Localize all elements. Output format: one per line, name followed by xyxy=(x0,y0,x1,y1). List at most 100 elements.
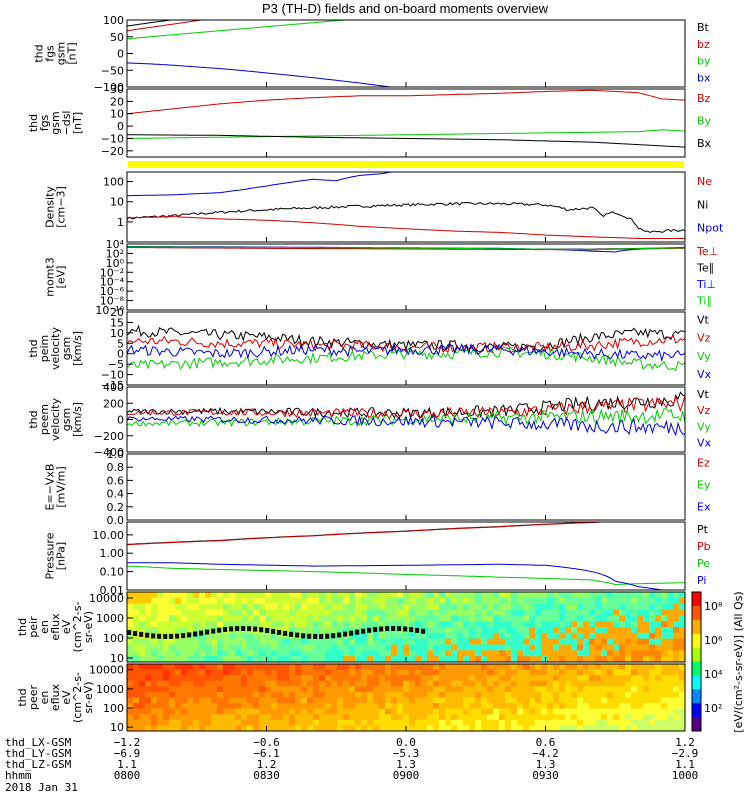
spectrogram-cell xyxy=(577,691,584,698)
spectrogram-cell xyxy=(163,621,170,628)
spectrogram-cell xyxy=(457,675,464,682)
spectrogram-cell xyxy=(355,697,362,704)
series-line-blue xyxy=(126,342,686,363)
spectrogram-cell xyxy=(361,638,368,645)
spectrogram-cell xyxy=(517,644,524,651)
spectrogram-cell xyxy=(169,719,176,726)
spectrogram-cell xyxy=(589,644,596,651)
spectrogram-cell xyxy=(583,714,590,721)
spectrogram-cell xyxy=(277,650,284,657)
spectrogram-cell xyxy=(139,603,146,610)
spectrogram-cell xyxy=(439,644,446,651)
panel-frame xyxy=(126,171,686,243)
spectrogram-cell xyxy=(655,627,662,634)
y-axis-label: Density[cm−3] xyxy=(44,186,68,228)
footer-value: 0830 xyxy=(253,769,280,782)
spectrogram-cell xyxy=(247,638,254,645)
spectrogram-cell xyxy=(589,680,596,687)
spectrogram-cell xyxy=(193,680,200,687)
spectrogram-cell xyxy=(205,714,212,721)
spectrogram-cell xyxy=(505,597,512,605)
spectrogram-cell xyxy=(301,621,308,628)
spectrogram-cell xyxy=(337,664,344,670)
spectrogram-cell xyxy=(433,638,440,645)
spectrogram-cell xyxy=(481,691,488,698)
spectrogram-cell xyxy=(637,719,644,726)
spectrogram-cell xyxy=(217,691,224,698)
spectrogram-cell xyxy=(505,703,512,710)
spectrogram-cell xyxy=(427,609,434,616)
spectrogram-cell xyxy=(157,592,164,599)
spectrogram-cell xyxy=(187,691,194,698)
spectrogram-cell xyxy=(439,603,446,610)
spectrogram-cell xyxy=(625,615,632,622)
spectrogram-cell xyxy=(583,669,590,676)
y-tick-label: 1.0 xyxy=(107,448,125,461)
spectrogram-cell xyxy=(535,686,542,693)
spectrogram-cell xyxy=(637,656,644,663)
spectrogram-cell xyxy=(373,638,380,645)
spectrogram-cell xyxy=(271,680,278,687)
spectrogram-cell xyxy=(319,597,326,605)
spectrogram-cell xyxy=(553,609,560,616)
spectrogram-cell xyxy=(649,609,656,616)
spectrogram-cell xyxy=(241,650,248,657)
spectrogram-cell xyxy=(319,675,326,682)
y-axis-label: momt3[eV] xyxy=(44,257,68,296)
spectrogram-cell xyxy=(181,697,188,704)
spectrogram-cell xyxy=(379,686,386,693)
spectrogram-cell xyxy=(319,609,326,616)
spectrogram-cell xyxy=(271,615,278,622)
spectrogram-cell xyxy=(175,621,182,628)
spectrogram-cell xyxy=(193,603,200,610)
spectrogram-cell xyxy=(571,708,578,715)
spectrogram-cell xyxy=(637,597,644,605)
spectrogram-cell xyxy=(421,638,428,645)
spectrogram-cell xyxy=(253,691,260,698)
spectrogram-cell xyxy=(241,714,248,721)
spectrogram-cell xyxy=(193,615,200,622)
spectrogram-cell xyxy=(643,644,650,651)
spectrogram-cell xyxy=(331,650,338,657)
spectrogram-cell xyxy=(619,632,626,640)
spectrogram-cell xyxy=(571,644,578,651)
spectrogram-cell xyxy=(139,703,146,710)
y-tick-label: 10 xyxy=(110,196,124,209)
spectrogram-cell xyxy=(565,703,572,710)
spectrogram-cell xyxy=(133,714,140,721)
spectrogram-cell xyxy=(397,656,404,663)
spectrogram-cell xyxy=(625,644,632,651)
spectrogram-cell xyxy=(175,627,182,634)
spectrogram-cell xyxy=(661,714,668,721)
spectrogram-cell xyxy=(289,703,296,710)
spectrogram-cell xyxy=(379,725,386,732)
spectrogram-cell xyxy=(457,680,464,687)
spectrogram-cell xyxy=(649,632,656,640)
spectrogram-cell xyxy=(271,656,278,663)
y-tick-label: 0.2 xyxy=(107,501,125,514)
spectrogram-cell xyxy=(433,644,440,651)
spectrogram-cell xyxy=(439,725,446,732)
y-tick-label: 1 xyxy=(117,216,124,229)
spectrogram-cell xyxy=(679,609,686,616)
series-line-red xyxy=(126,521,685,546)
spectrogram-cell xyxy=(445,697,452,704)
footer-value: 1.2 xyxy=(675,736,695,749)
legend-entry: Te⊥ xyxy=(696,245,718,258)
spectrogram-cell xyxy=(451,686,458,693)
spectrogram-cell xyxy=(151,669,158,676)
y-tick-label: −5 xyxy=(108,358,124,371)
spectrogram-cell xyxy=(601,597,608,605)
spectrogram-cell xyxy=(517,697,524,704)
spectrogram-cell xyxy=(385,708,392,715)
spectrogram-cell xyxy=(385,725,392,732)
spectrogram-cell xyxy=(211,644,218,651)
spectrogram-cell xyxy=(223,627,228,632)
spectrogram-cell xyxy=(145,632,150,638)
spectrogram-cell xyxy=(469,686,476,693)
spectrogram-cell xyxy=(259,675,266,682)
spectrogram-cell xyxy=(661,703,668,710)
spectrogram-cell xyxy=(331,708,338,715)
spectrogram-cell xyxy=(475,664,482,670)
